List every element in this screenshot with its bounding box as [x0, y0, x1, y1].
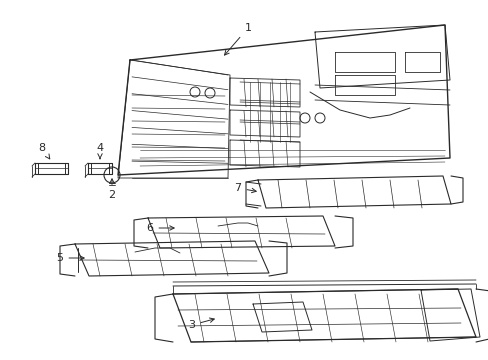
Text: 4: 4 [96, 143, 103, 159]
Text: 5: 5 [57, 253, 84, 263]
Text: 1: 1 [224, 23, 251, 55]
Text: 2: 2 [108, 179, 115, 200]
Text: 3: 3 [188, 318, 214, 330]
Text: 6: 6 [146, 223, 174, 233]
Text: 8: 8 [39, 143, 50, 159]
Text: 7: 7 [234, 183, 256, 193]
